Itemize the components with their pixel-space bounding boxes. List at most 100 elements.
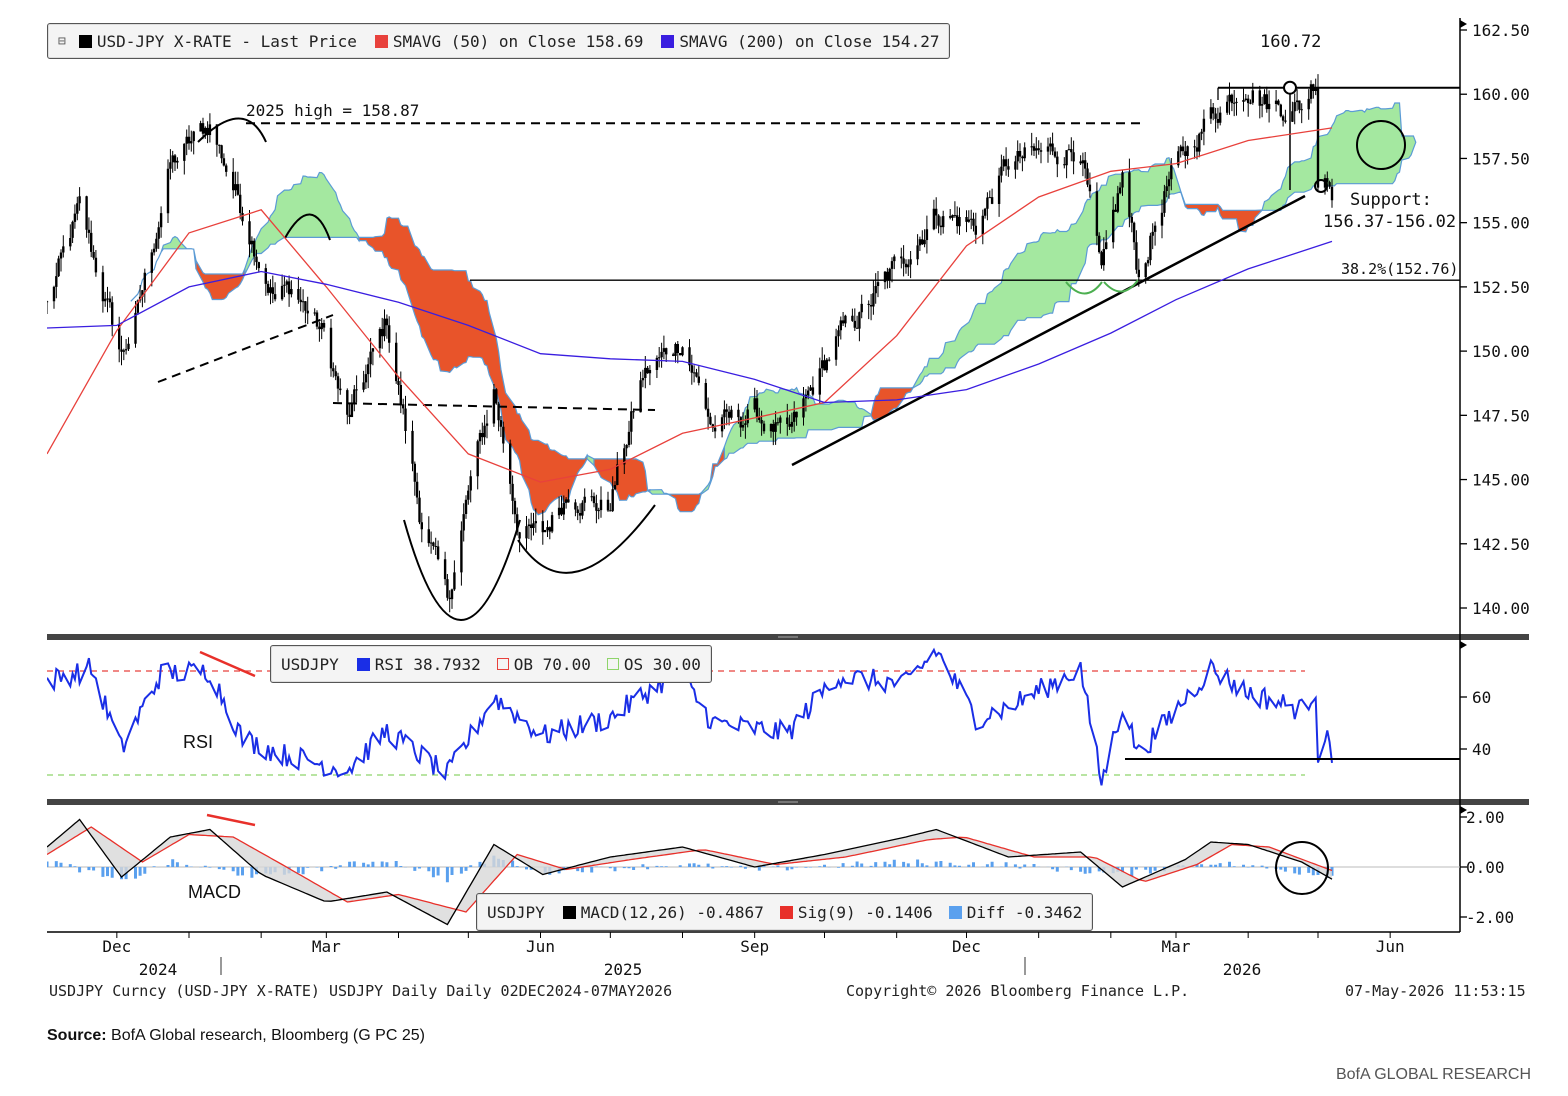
rsi-legend: USDJPY RSI 38.7932 OB 70.00 OS 30.00 [270, 645, 712, 683]
legend-swatch-sig [779, 905, 793, 919]
rsi-legend-value: RSI 38.7932 [374, 654, 481, 674]
legend-swatch-sma50 [374, 34, 388, 48]
legend-swatch-price [78, 34, 92, 48]
neckline-dashed [332, 402, 656, 411]
rsi-y-tick-label: 60 [1472, 688, 1491, 707]
annotation-fib: 38.2%(152.76) [1341, 260, 1458, 278]
legend-swatch-ob [496, 658, 509, 670]
legend-sma200: SMAVG (200) on Close 154.27 [679, 31, 940, 51]
price-series [47, 74, 1334, 613]
price-y-tick-label: 157.50 [1472, 149, 1530, 168]
price-y-tick-label: 142.50 [1472, 535, 1530, 554]
macd-legend-ticker: USDJPY [487, 902, 545, 922]
main-legend: ⊟ USD-JPY X-RATE - Last Price SMAVG (50)… [47, 23, 951, 59]
sma200-line [47, 240, 1333, 404]
macd-circle-marker [1275, 841, 1329, 895]
annotation-support-range: 156.37-156.02 [1323, 212, 1456, 232]
axis-arrow [1460, 20, 1467, 28]
bottom-arc-1 [403, 519, 521, 621]
x-tick-label: Mar [1162, 937, 1191, 956]
bottom-arc-2 [517, 504, 656, 574]
macd-panel-label: MACD [188, 882, 241, 902]
macd-legend-value: MACD(12,26) -0.4867 [580, 902, 764, 922]
x-tick-label: Mar [312, 937, 341, 956]
rsi-legend-ob: OB 70.00 [513, 654, 591, 674]
cloud-circle-marker [1356, 120, 1406, 170]
legend-swatch-diff [948, 905, 962, 919]
price-y-tick-label: 140.00 [1472, 599, 1530, 618]
macd-panel [47, 813, 1460, 926]
rsi-legend-os: OS 30.00 [623, 654, 701, 674]
cloud-bullish [912, 156, 1184, 389]
legend-swatch-sma200 [661, 34, 675, 48]
cloud-bullish [1261, 102, 1417, 211]
annotation-peak: 160.72 [1260, 32, 1321, 52]
footer-copyright: Copyright© 2026 Bloomberg Finance L.P. [846, 982, 1190, 1000]
uptrend-support-line [791, 194, 1306, 467]
rsi-y-tick-label: 40 [1472, 740, 1491, 759]
macd-y-tick-label: -2.00 [1466, 908, 1514, 927]
price-y-tick-label: 145.00 [1472, 471, 1530, 490]
cloud-bullish [649, 489, 670, 496]
axes: 162.50 160.00 157.50 155.00 152.50 150.00 147.… [102, 20, 1530, 979]
price-wicks [47, 74, 1333, 613]
price-y-tick-label: 155.00 [1472, 214, 1530, 233]
rsi-line [47, 647, 1333, 786]
macd-legend: USDJPY MACD(12,26) -0.4867 Sig(9) -0.140… [476, 893, 1094, 931]
x-tick-label: Dec [102, 937, 131, 956]
price-y-tick-label: 162.50 [1472, 21, 1530, 40]
axis-arrow [1460, 806, 1467, 814]
price-annotations [157, 80, 1460, 621]
rsi-panel-label: RSI [183, 732, 213, 752]
macd-line [47, 818, 1333, 926]
macd-y-tick-label: 2.00 [1466, 808, 1505, 827]
macd-y-tick-label: 0.00 [1466, 858, 1505, 877]
source-label: Source: [47, 1027, 107, 1044]
green-bottom-arc-1 [1065, 281, 1103, 295]
green-bottom-arc-2 [1103, 279, 1139, 293]
macd-legend-sig: Sig(9) -0.1406 [797, 902, 933, 922]
cloud-bearish [1182, 197, 1263, 233]
x-tick-label: Sep [740, 937, 769, 956]
macd-signal-line [47, 826, 1333, 913]
x-tick-label: Jun [526, 937, 555, 956]
trendline-dashed-left [157, 314, 334, 383]
annotation-support-title: Support: [1350, 190, 1432, 210]
legend-swatch-os [606, 658, 619, 670]
legend-swatch-macd [562, 905, 576, 919]
legend-swatch-rsi [356, 657, 370, 671]
brand-footer: BofA GLOBAL RESEARCH [1335, 1066, 1531, 1083]
price-y-tick-label: 147.50 [1472, 406, 1530, 425]
cloud-bearish [593, 458, 651, 501]
x-tick-label: Dec [952, 937, 981, 956]
rsi-legend-ticker: USDJPY [281, 654, 339, 674]
axis-arrow [1460, 641, 1467, 649]
price-y-tick-label: 150.00 [1472, 342, 1530, 361]
footer-ticker-info: USDJPY Curncy (USD-JPY X-RATE) USDJPY Da… [49, 982, 673, 1000]
source-note: Source: BofA Global research, Bloomberg … [47, 1027, 425, 1045]
price-y-tick-label: 160.00 [1472, 85, 1530, 104]
cloud-bearish [709, 446, 725, 484]
x-year-label: 2024 [139, 960, 178, 979]
cloud-bearish [358, 216, 588, 516]
rsi-divergence-line [199, 650, 256, 678]
rsi-panel [47, 647, 1460, 786]
macd-divergence-line [206, 813, 256, 827]
shoulder-arc [284, 213, 331, 241]
footer-timestamp: 07-May-2026 11:53:15 [1345, 982, 1526, 1000]
annotation-2025-high: 2025 high = 158.87 [246, 101, 419, 120]
x-year-label: 2026 [1223, 960, 1262, 979]
cloud-bullish [586, 454, 595, 467]
cloud-bullish [700, 478, 711, 496]
legend-sma50: SMAVG (50) on Close 158.69 [392, 31, 644, 51]
sma50-line [47, 127, 1333, 483]
x-year-label: 2025 [604, 960, 643, 979]
peak-marker [1283, 80, 1297, 95]
legend-last-price: USD-JPY X-RATE - Last Price [96, 31, 357, 51]
price-y-tick-label: 152.50 [1472, 278, 1530, 297]
macd-legend-diff: Diff -0.3462 [966, 902, 1083, 922]
source-text: BofA Global research, Bloomberg (G PC 25… [106, 1027, 425, 1044]
ichimoku-cloud [130, 102, 1417, 516]
macd-diff-histogram [47, 855, 1334, 883]
x-tick-label: Jun [1376, 937, 1405, 956]
